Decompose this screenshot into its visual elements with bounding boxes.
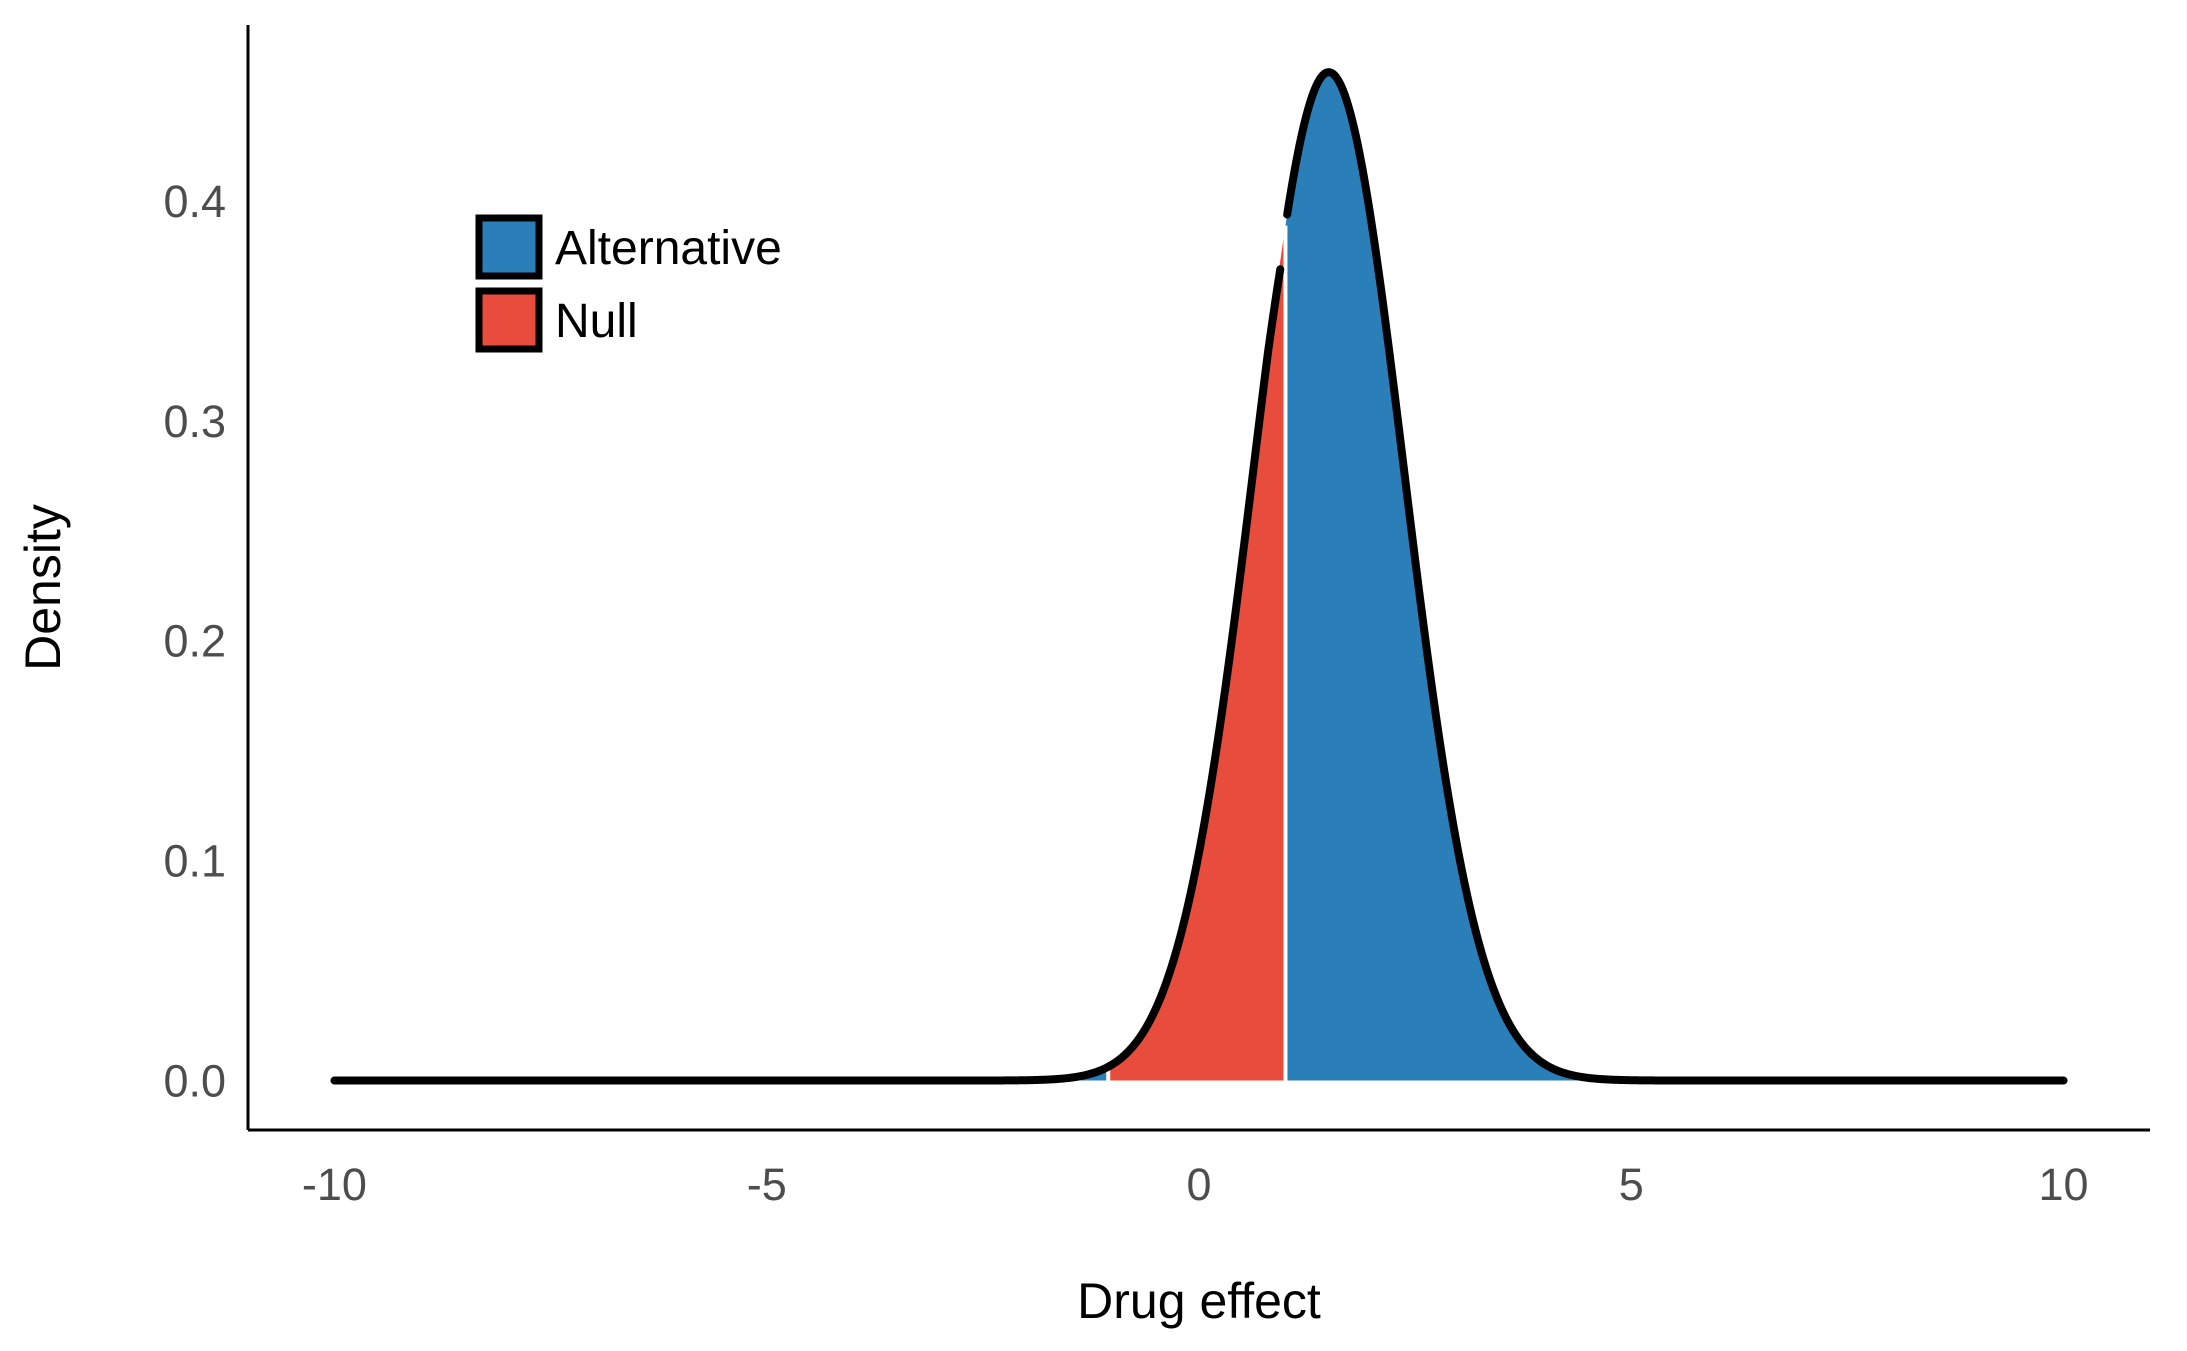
x-axis-title: Drug effect: [1077, 1273, 1321, 1329]
legend-key-alternative: [475, 214, 543, 280]
area-null-1: [1108, 225, 1286, 1081]
y-tick-label-0: 0.0: [163, 1056, 226, 1107]
y-tick-label-3: 0.3: [163, 396, 226, 447]
x-tick-label-2: 0: [1186, 1159, 1211, 1210]
legend-label-null: Null: [555, 295, 638, 348]
legend: Alternative Null: [475, 214, 782, 353]
y-tick-label-1: 0.1: [163, 836, 226, 887]
legend-key-null: [475, 287, 543, 353]
y-tick-label-2: 0.2: [163, 616, 226, 667]
density-curve-layer: [330, 68, 2068, 1085]
x-tick-label-1: -5: [747, 1159, 787, 1210]
x-tick-label-0: -10: [302, 1159, 367, 1210]
axes: [246, 25, 2150, 1132]
density-curve-left: [330, 265, 1285, 1085]
density-curve-right: [1283, 68, 2068, 1085]
y-tick-label-4: 0.4: [163, 176, 226, 227]
x-tick-label-3: 5: [1619, 1159, 1644, 1210]
y-axis-title: Density: [15, 504, 71, 671]
x-tick-label-4: 10: [2039, 1159, 2089, 1210]
y-axis-ticks: 0.0 0.1 0.2 0.3 0.4: [163, 176, 226, 1107]
legend-label-alternative: Alternative: [555, 222, 782, 275]
area-alternative-2: [1285, 72, 1589, 1081]
x-axis-ticks: -10 -5 0 5 10: [302, 1159, 2089, 1210]
density-fill-regions: [1069, 72, 1589, 1081]
